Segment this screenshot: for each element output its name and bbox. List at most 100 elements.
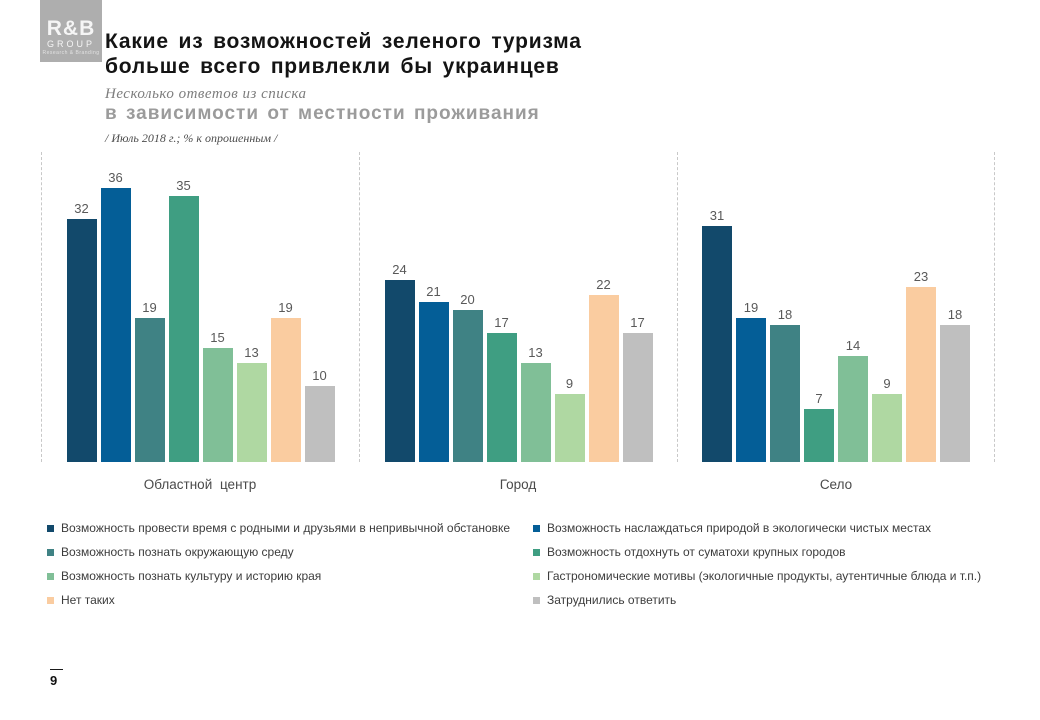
bar: [520, 363, 551, 462]
category-label: Областной центр: [143, 477, 257, 492]
bar-value-label: 17: [630, 315, 645, 330]
bar-column: 36: [100, 170, 131, 462]
bar: [588, 295, 619, 462]
bar-group-2: 24 21 20 17 13 9 22 17: [359, 152, 677, 462]
bar: [134, 318, 165, 462]
bar-group-3: 31 19 18 7 14 9 23 18: [677, 152, 995, 462]
bar: [804, 409, 834, 462]
bar: [168, 196, 199, 462]
legend-swatch-icon: [47, 596, 54, 604]
legend-swatch-icon: [47, 548, 54, 556]
bar-column: 17: [622, 315, 653, 462]
logo-group-text: GROUP: [46, 39, 95, 49]
chart-panel-1: 32 36 19 35 15 13 19 10 Областной центр: [41, 152, 359, 492]
legend-item: Возможность познать окружающую среду: [47, 540, 533, 564]
legend-label: Затруднились ответить: [547, 593, 677, 607]
bar-column: 22: [588, 277, 619, 462]
page-title-line2: больше всего привлекли бы украинцев: [105, 55, 560, 78]
legend-label: Возможность познать культуру и историю к…: [61, 569, 322, 583]
bar-column: 23: [906, 269, 936, 462]
bar-column: 18: [940, 307, 970, 462]
bar-column: 19: [270, 300, 301, 462]
bar: [486, 333, 517, 462]
bar-column: 15: [202, 330, 233, 462]
bar-value-label: 10: [312, 368, 327, 383]
legend-swatch-icon: [533, 524, 540, 532]
bar-value-label: 20: [460, 292, 475, 307]
bar-value-label: 18: [777, 307, 793, 322]
legend-label: Возможность провести время с родными и д…: [61, 521, 511, 535]
bar: [702, 226, 732, 462]
legend-label: Возможность познать окружающую среду: [61, 545, 294, 559]
legend-item: Затруднились ответить: [533, 588, 981, 612]
legend-label: Возможность отдохнуть от суматохи крупны…: [547, 545, 846, 559]
bar-column: 21: [418, 284, 449, 462]
bar-value-label: 22: [596, 277, 611, 292]
legend-item: Гастрономические мотивы (экологичные про…: [533, 564, 981, 588]
bar: [236, 363, 267, 462]
bar-column: 19: [134, 300, 165, 462]
bar: [384, 280, 415, 462]
legend-swatch-icon: [533, 548, 540, 556]
legend-swatch-icon: [533, 596, 540, 604]
bar-column: 20: [452, 292, 483, 462]
header: Какие из возможностей зеленого туризма б…: [105, 29, 1005, 146]
legend-label: Гастрономические мотивы (экологичные про…: [547, 569, 982, 583]
bar-column: 13: [520, 345, 551, 462]
bar-value-label: 9: [883, 376, 891, 391]
bar-value-label: 36: [108, 170, 123, 185]
subtitle-bold: в зависимости от местности проживания: [105, 103, 540, 124]
bar-column: 19: [736, 300, 766, 462]
bar: [202, 348, 233, 462]
bar-column: 32: [66, 201, 97, 462]
bar-value-label: 18: [947, 307, 963, 322]
bar-value-label: 23: [913, 269, 929, 284]
bar: [622, 333, 653, 462]
bar-group-1: 32 36 19 35 15 13 19 10: [41, 152, 359, 462]
bar: [906, 287, 936, 462]
bar-value-label: 32: [74, 201, 89, 216]
bar-value-label: 9: [565, 376, 574, 391]
bar: [418, 302, 449, 462]
page-number: 9: [50, 673, 58, 688]
bar-value-label: 31: [709, 208, 725, 223]
source-note: / Июль 2018 г.; % к опрошенным /: [105, 131, 278, 145]
bar-column: 9: [554, 376, 585, 462]
category-label: Село: [819, 477, 853, 492]
legend-column-left: Возможность провести время с родными и д…: [47, 516, 533, 612]
page-title-line1: Какие из возможностей зеленого туризма: [105, 30, 582, 53]
bar-column: 13: [236, 345, 267, 462]
bar: [770, 325, 800, 462]
legend-item: Возможность провести время с родными и д…: [47, 516, 533, 540]
bar: [270, 318, 301, 462]
bar-value-label: 19: [743, 300, 759, 315]
bar: [838, 356, 868, 462]
legend-item: Нет таких: [47, 588, 533, 612]
bar-column: 24: [384, 262, 415, 462]
legend-swatch-icon: [47, 524, 54, 532]
bar-column: 10: [304, 368, 335, 462]
page-footer: 9: [50, 669, 63, 688]
legend-item: Возможность отдохнуть от суматохи крупны…: [533, 540, 981, 564]
bar-column: 7: [804, 391, 834, 462]
bar-value-label: 15: [210, 330, 225, 345]
bar-value-label: 13: [244, 345, 259, 360]
subtitle-italic: Несколько ответов из списка: [105, 86, 307, 102]
bar-column: 17: [486, 315, 517, 462]
legend-item: Возможность познать культуру и историю к…: [47, 564, 533, 588]
bar-column: 14: [838, 338, 868, 462]
bar-value-label: 24: [392, 262, 407, 277]
chart: 32 36 19 35 15 13 19 10 Областной центр 24 21 20 17 1…: [41, 152, 995, 492]
legend-swatch-icon: [533, 572, 540, 580]
bar-value-label: 13: [528, 345, 543, 360]
legend-column-right: Возможность наслаждаться природой в экол…: [533, 516, 981, 612]
chart-panel-3: 31 19 18 7 14 9 23 18 Село: [677, 152, 995, 492]
rb-group-logo: R&B GROUP Research & Branding: [40, 0, 102, 62]
legend-label: Нет таких: [61, 593, 115, 607]
bar-column: 31: [702, 208, 732, 462]
logo-sub-text: Research & Branding: [42, 50, 100, 56]
bar-column: 35: [168, 178, 199, 462]
bar-value-label: 17: [494, 315, 509, 330]
chart-legend: Возможность провести время с родными и д…: [47, 516, 1012, 612]
